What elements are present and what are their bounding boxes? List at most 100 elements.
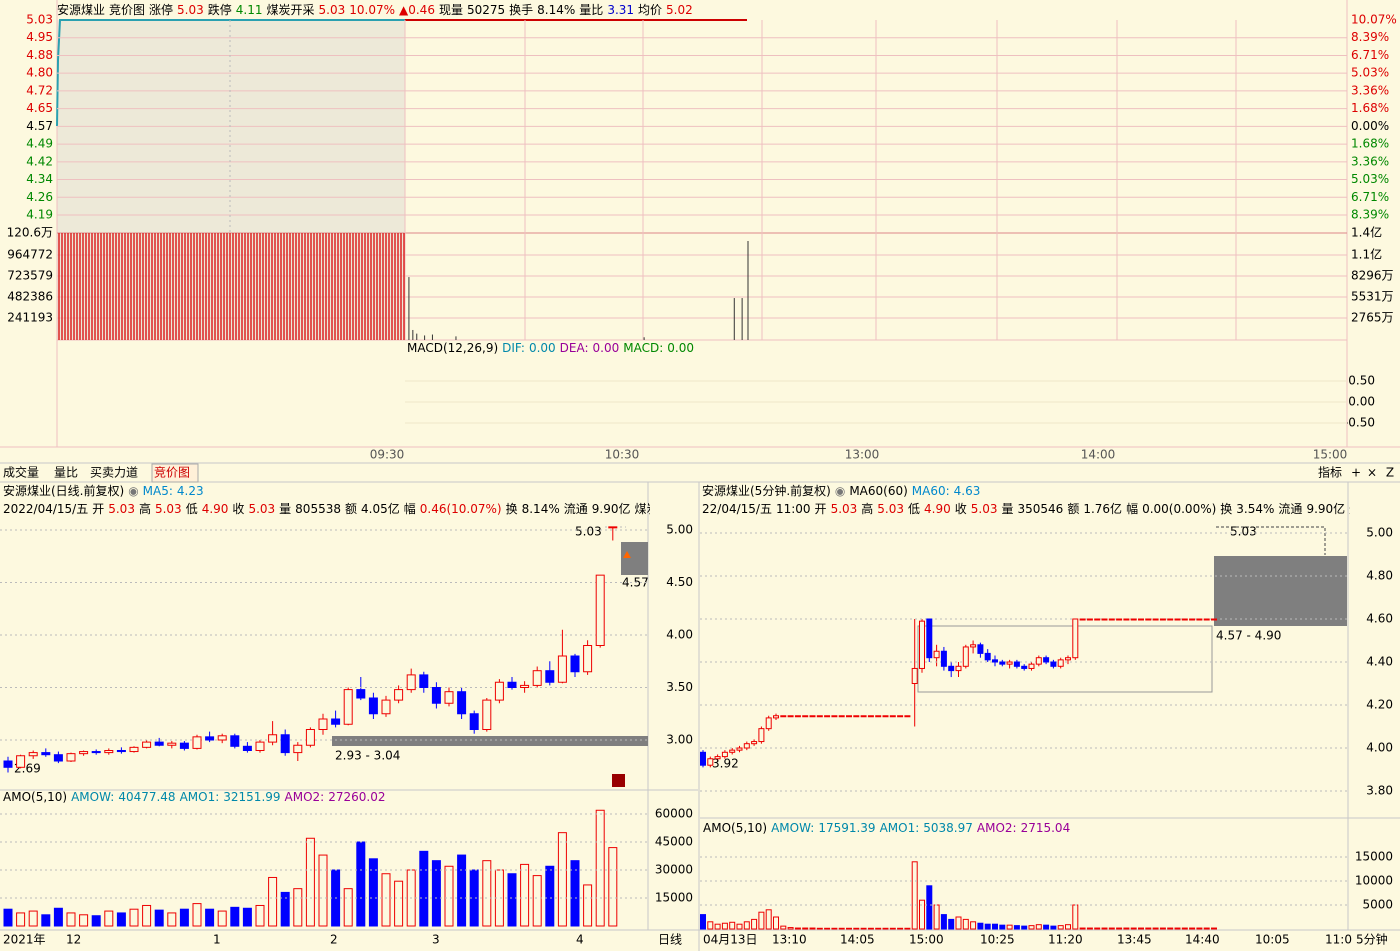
volume-bar [1123, 927, 1130, 930]
header-item: 换手 [509, 3, 533, 17]
tab[interactable]: Z [1386, 466, 1394, 480]
tab[interactable]: 量比 [54, 466, 78, 480]
header-item: 40477.48 [118, 790, 175, 804]
header-item: 0.00 [593, 341, 620, 355]
volume-tick: 2765万 [1351, 311, 1394, 325]
candle-body [773, 715, 779, 719]
volume-bar [999, 924, 1006, 930]
tab[interactable]: 竞价图 [154, 466, 190, 480]
volume-bar [911, 861, 918, 930]
volume-bar [1159, 927, 1166, 930]
candle-body [469, 713, 479, 730]
price-tick: 4.80 [26, 66, 53, 80]
tab[interactable]: 指标 [1318, 465, 1342, 480]
price-tick: 5.00 [1366, 526, 1393, 540]
tab[interactable]: 成交量 [3, 465, 39, 480]
header-item: ◉ [835, 484, 845, 498]
volume-bar [714, 923, 721, 930]
volume-bar [16, 912, 26, 927]
tab[interactable]: + [1351, 466, 1361, 480]
price-tick: 1.68% [1351, 137, 1389, 151]
candle-body [242, 745, 252, 751]
volume-bar [904, 927, 911, 930]
candle-body [167, 742, 177, 746]
tab[interactable]: 买卖力道 [90, 466, 138, 480]
candle-body [1086, 618, 1093, 621]
header-item: 9.90亿 [592, 501, 631, 516]
volume-bar [583, 884, 593, 927]
candle-body [1043, 657, 1050, 663]
volume-tick: 60000 [655, 807, 693, 821]
candle-body [142, 741, 152, 748]
volume-bar [318, 854, 328, 927]
header-item: 均价 [638, 3, 662, 17]
volume-bar [142, 904, 152, 927]
header-item: 17591.39 [818, 821, 875, 835]
tab[interactable]: × [1367, 466, 1377, 480]
volume-bar [1174, 927, 1181, 930]
volume-tick: 15000 [655, 891, 693, 905]
price-tick: 4.19 [26, 208, 53, 222]
tab-active [151, 463, 199, 483]
volume-tick: 10000 [1355, 874, 1393, 888]
volume-bar [192, 903, 202, 927]
price-tick: 4.57 [26, 119, 53, 133]
candle-body [457, 691, 467, 715]
price-tick: 1.68% [1351, 101, 1389, 115]
candle-body [816, 715, 823, 718]
volume-tick: 5531万 [1351, 290, 1394, 304]
header: 22/04/15/五 11:00 开 5.03 高 5.03 低 4.90 收 5.03 量 3505… [702, 501, 1373, 516]
header: AMO(5,10) AMOW: 17591.39 AMO1: 5038.97 AMO2: 2… [703, 821, 1070, 835]
volume-bar [977, 922, 984, 930]
volume-bar [809, 927, 816, 930]
volume-bar [838, 927, 845, 930]
volume-bar [1057, 925, 1064, 930]
volume-bar [79, 914, 89, 927]
volume-bar [28, 910, 38, 927]
candle-body [743, 743, 750, 749]
candle-body [268, 734, 278, 743]
candle-body [280, 734, 290, 754]
candle-body [66, 753, 76, 762]
header-item: 10.07% [349, 3, 395, 17]
volume-bar [167, 912, 177, 927]
volume-bar [1152, 927, 1159, 930]
header-item: 4.23 [177, 484, 204, 498]
price-tick: 4.88 [26, 48, 53, 62]
volume-bar [1138, 927, 1144, 930]
price-tick: 0.00% [1351, 119, 1389, 133]
volume-bar [860, 927, 867, 930]
candle-body [419, 674, 429, 689]
candle-body [707, 758, 714, 766]
volume-bar [1013, 925, 1020, 930]
price-tick: 4.34 [26, 172, 53, 186]
volume-bar [255, 904, 265, 927]
candle-body [79, 751, 89, 755]
volume-bar [700, 914, 706, 930]
header-item: 4.63 [954, 484, 981, 498]
volume-bar [268, 876, 278, 927]
header-item: 4.11 [236, 3, 263, 17]
time-label: 13:00 [845, 448, 880, 462]
macd-tick: -0.50 [1344, 416, 1375, 430]
volume-bar [116, 912, 126, 927]
candle-body [875, 715, 882, 718]
price-tick: 4.49 [26, 137, 53, 151]
candle-body [1050, 661, 1057, 667]
volume-bar [802, 927, 809, 930]
candle-body [557, 655, 567, 683]
candle-body [545, 670, 555, 683]
candle-body [154, 741, 164, 746]
header-item: MA60(60) [849, 484, 907, 498]
price-tick: 4.00 [1366, 741, 1393, 755]
volume-bar [758, 911, 765, 930]
candle-body [933, 650, 940, 659]
candle-body [780, 715, 787, 718]
header-item: 11:00 [776, 502, 811, 516]
price-tick: 3.50 [666, 680, 693, 694]
candle-body [1079, 618, 1086, 621]
volume-bar [444, 865, 454, 927]
header-item: 换 [506, 502, 518, 516]
candle-body [331, 718, 341, 725]
